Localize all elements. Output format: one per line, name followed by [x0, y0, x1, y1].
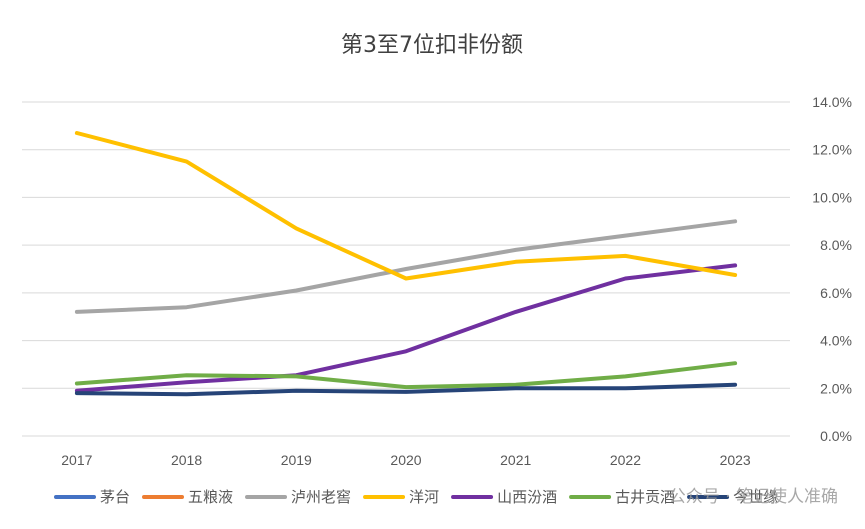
- legend-item: 泸州老窖: [245, 488, 351, 506]
- legend-label: 洋河: [409, 488, 439, 506]
- series-line-山西汾酒: [74, 263, 738, 393]
- x-tick-label: 2020: [390, 452, 421, 468]
- legend-item: 今世缘: [687, 488, 778, 506]
- series-line-泸州老窖: [74, 219, 738, 314]
- legend-item: 五粮液: [142, 488, 233, 506]
- x-tick-label: 2022: [610, 452, 641, 468]
- y-tick-label: 10.0%: [812, 189, 852, 205]
- watermark: 公众号 · 笔记使人准确: [669, 486, 838, 507]
- legend-label: 泸州老窖: [291, 488, 351, 506]
- y-axis-tick-labels: 0.0% 2.0% 4.0% 6.0% 8.0% 10.0% 12.0% 14.0%: [812, 94, 852, 444]
- x-tick-label: 2018: [171, 452, 202, 468]
- y-tick-label: 14.0%: [812, 94, 852, 110]
- x-tick-label: 2021: [500, 452, 531, 468]
- legend-label: 山西汾酒: [497, 488, 557, 506]
- legend-label: 五粮液: [188, 488, 233, 506]
- x-tick-label: 2019: [281, 452, 312, 468]
- y-tick-label: 4.0%: [820, 333, 852, 349]
- x-tick-label: 2017: [61, 452, 92, 468]
- x-tick-label: 2023: [720, 452, 751, 468]
- legend-item: 洋河: [363, 488, 439, 506]
- legend-label: 今世缘: [733, 488, 778, 506]
- legend-item: 茅台: [54, 488, 130, 506]
- series-line-今世缘: [74, 382, 738, 397]
- y-tick-label: 6.0%: [820, 285, 852, 301]
- legend-label: 茅台: [100, 488, 130, 506]
- legend-label: 古井贡酒: [615, 488, 675, 506]
- series-line-洋河: [74, 131, 738, 281]
- legend-item: 古井贡酒: [569, 488, 675, 506]
- x-axis-tick-labels: 2017 2018 2019 2020 2021 2022 2023: [61, 452, 751, 468]
- series-lines: [74, 131, 738, 397]
- legend-item: 山西汾酒: [451, 488, 557, 506]
- y-tick-label: 2.0%: [820, 380, 852, 396]
- y-tick-label: 0.0%: [820, 428, 852, 444]
- chart-title: 第3至7位扣非份额: [341, 33, 523, 58]
- y-tick-label: 12.0%: [812, 142, 852, 158]
- y-tick-label: 8.0%: [820, 237, 852, 253]
- series-line-古井贡酒: [74, 361, 738, 390]
- legend: 茅台 五粮液 泸州老窖 洋河 山西汾酒 古井贡酒 今世缘: [54, 488, 778, 506]
- gridlines: [22, 101, 790, 437]
